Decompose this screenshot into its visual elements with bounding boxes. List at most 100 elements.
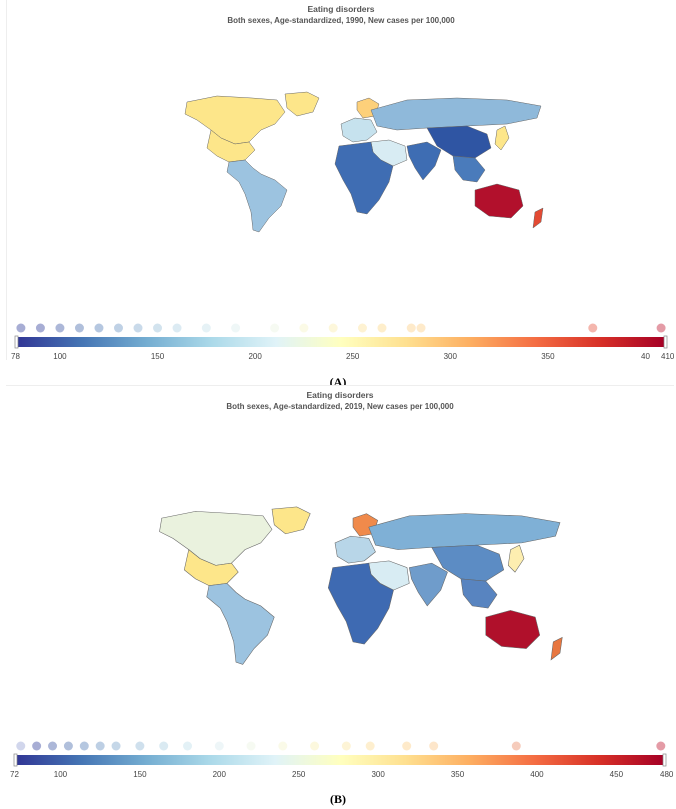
range-max-handle[interactable]: [663, 335, 668, 349]
region-china[interactable]: [431, 544, 505, 582]
country-dot[interactable]: [16, 741, 26, 751]
country-dot[interactable]: [278, 741, 288, 751]
range-min-handle[interactable]: [13, 753, 18, 767]
scale-min-label: 78: [11, 352, 20, 361]
country-dot[interactable]: [95, 741, 105, 751]
country-dot[interactable]: [133, 323, 143, 333]
region-europe-west[interactable]: [340, 117, 378, 143]
scale-tick-label: 250: [346, 352, 360, 361]
country-dot[interactable]: [246, 741, 256, 751]
country-dot[interactable]: [365, 741, 375, 751]
country-dot[interactable]: [310, 741, 320, 751]
country-dot[interactable]: [201, 323, 211, 333]
scale-tick-label: 200: [248, 352, 262, 361]
map-title: Eating disorders: [307, 4, 375, 14]
figure-caption-b: (B): [330, 792, 346, 806]
country-dot[interactable]: [159, 741, 169, 751]
country-dot[interactable]: [341, 741, 351, 751]
country-dot[interactable]: [135, 741, 145, 751]
scale-tick-label: 250: [292, 770, 306, 779]
country-dot[interactable]: [35, 323, 45, 333]
country-dot[interactable]: [183, 741, 193, 751]
region-south-asia[interactable]: [408, 562, 448, 607]
scale-tick-label: 40: [641, 352, 650, 361]
country-dot[interactable]: [32, 741, 42, 751]
country-dot[interactable]: [113, 323, 123, 333]
country-dot[interactable]: [429, 741, 439, 751]
region-greenland[interactable]: [284, 91, 320, 117]
region-north-america[interactable]: [184, 95, 286, 145]
scale-max-label: 410: [661, 352, 675, 361]
country-dot[interactable]: [656, 741, 666, 751]
map-panel-1990: Eating disorders Both sexes, Age-standar…: [6, 0, 675, 361]
region-australia[interactable]: [474, 183, 524, 219]
country-dot[interactable]: [357, 323, 367, 333]
country-dot[interactable]: [377, 323, 387, 333]
scale-tick-label: 200: [213, 770, 227, 779]
region-china[interactable]: [426, 125, 492, 159]
map-subtitle: Both sexes, Age-standardized, 2019, New …: [226, 402, 454, 411]
region-south-asia[interactable]: [406, 141, 442, 181]
range-min-handle[interactable]: [14, 335, 19, 349]
region-new-zealand[interactable]: [550, 636, 563, 661]
region-africa[interactable]: [334, 141, 394, 215]
country-dot[interactable]: [79, 741, 89, 751]
country-dot[interactable]: [511, 741, 521, 751]
region-latin-america[interactable]: [226, 159, 288, 233]
region-southeast-asia[interactable]: [460, 578, 498, 609]
world-map[interactable]: [128, 494, 578, 684]
color-bar: [17, 337, 665, 347]
country-dot[interactable]: [270, 323, 280, 333]
map-subtitle: Both sexes, Age-standardized, 1990, New …: [227, 16, 455, 25]
country-dot[interactable]: [656, 323, 666, 333]
region-australia[interactable]: [485, 610, 541, 649]
scale-tick-label: 400: [530, 770, 544, 779]
country-dot[interactable]: [74, 323, 84, 333]
color-scale[interactable]: 78 410 100 150 200 250 300 350 40: [7, 320, 675, 364]
country-dot[interactable]: [55, 323, 65, 333]
scale-tick-label: 300: [371, 770, 385, 779]
country-dot[interactable]: [94, 323, 104, 333]
country-dot[interactable]: [172, 323, 182, 333]
region-north-america[interactable]: [159, 511, 273, 566]
country-dot[interactable]: [328, 323, 338, 333]
region-new-zealand[interactable]: [532, 207, 544, 229]
region-japan[interactable]: [494, 125, 510, 151]
region-africa[interactable]: [327, 562, 394, 645]
region-latin-america[interactable]: [206, 583, 275, 665]
region-usa[interactable]: [183, 549, 239, 586]
range-max-handle[interactable]: [662, 753, 667, 767]
country-dot[interactable]: [299, 323, 309, 333]
country-dot[interactable]: [63, 741, 73, 751]
color-scale[interactable]: 72 480 100 150 200 250 300 350 400 450: [6, 738, 674, 782]
region-greenland[interactable]: [271, 506, 311, 535]
scale-tick-label: 350: [451, 770, 465, 779]
scale-tick-label: 150: [133, 770, 147, 779]
country-dot[interactable]: [214, 741, 224, 751]
scale-tick-label: 100: [54, 770, 68, 779]
country-dot[interactable]: [416, 323, 426, 333]
country-dot[interactable]: [111, 741, 121, 751]
region-europe-west[interactable]: [334, 535, 376, 564]
scale-max-label: 480: [660, 770, 674, 779]
color-bar: [16, 755, 664, 765]
scale-tick-label: 350: [541, 352, 555, 361]
country-dot[interactable]: [153, 323, 163, 333]
country-dot[interactable]: [588, 323, 598, 333]
scale-tick-label: 100: [53, 352, 67, 361]
country-dot[interactable]: [406, 323, 416, 333]
country-dot[interactable]: [231, 323, 241, 333]
country-dot[interactable]: [16, 323, 26, 333]
scale-min-label: 72: [10, 770, 19, 779]
scale-tick-label: 450: [610, 770, 624, 779]
map-title: Eating disorders: [306, 390, 374, 400]
region-russia[interactable]: [368, 513, 561, 550]
country-dot[interactable]: [48, 741, 58, 751]
country-dot[interactable]: [402, 741, 412, 751]
scale-tick-label: 150: [151, 352, 165, 361]
world-map[interactable]: [157, 90, 557, 240]
region-southeast-asia[interactable]: [452, 155, 486, 183]
region-russia[interactable]: [370, 97, 542, 131]
region-usa[interactable]: [206, 129, 256, 163]
region-japan[interactable]: [507, 544, 525, 573]
